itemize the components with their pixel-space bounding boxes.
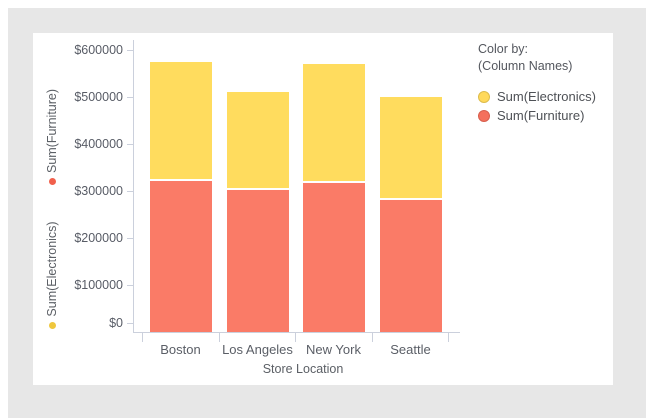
x-axis-title[interactable]: Store Location <box>262 362 344 376</box>
bar-segment-furniture[interactable] <box>227 190 289 332</box>
x-tick-mark <box>372 333 373 342</box>
legend-item-label: Sum(Electronics) <box>497 89 596 104</box>
x-tick-mark <box>142 333 143 342</box>
legend-swatch-icon <box>478 109 490 122</box>
x-tick-mark <box>295 333 296 342</box>
legend: Color by: (Column Names) Sum(Electronics… <box>478 41 608 123</box>
legend-items: Sum(Electronics) Sum(Furniture) <box>478 87 596 125</box>
legend-item-label: Sum(Furniture) <box>497 108 585 123</box>
canvas-background: Sum(Furniture) Sum(Electronics) $0 $10000… <box>8 8 646 418</box>
y-tick-mark <box>127 50 133 51</box>
bar-segment-electronics[interactable] <box>303 64 365 181</box>
bar-new-york <box>303 64 365 332</box>
y-tick-label: $0 <box>109 316 123 330</box>
bar-segment-electronics[interactable] <box>150 62 212 179</box>
bar-boston <box>150 62 212 332</box>
y-tick-label: $300000 <box>74 184 123 198</box>
legend-color-mode[interactable]: (Column Names) <box>478 59 573 73</box>
y-tick-label: $400000 <box>74 137 123 151</box>
bar-segment-electronics[interactable] <box>380 97 442 198</box>
y-tick-label: $200000 <box>74 231 123 245</box>
x-category-label: Los Angeles <box>222 342 293 357</box>
legend-swatch-icon <box>478 90 490 103</box>
y-tick-mark <box>127 285 133 286</box>
bar-seattle <box>380 97 442 332</box>
x-category-label: Boston <box>160 342 201 357</box>
bar-segment-electronics[interactable] <box>227 92 289 188</box>
x-category-label: New York <box>306 342 361 357</box>
x-axis-line <box>133 332 460 333</box>
bar-segment-furniture[interactable] <box>150 181 212 332</box>
y-tick-label: $100000 <box>74 278 123 292</box>
y-tick-mark <box>127 191 133 192</box>
legend-item[interactable]: Sum(Furniture) <box>478 106 596 125</box>
bar-segment-furniture[interactable] <box>303 183 365 332</box>
y-tick-mark <box>127 144 133 145</box>
legend-title: Color by: <box>478 42 529 56</box>
legend-item[interactable]: Sum(Electronics) <box>478 87 596 106</box>
x-tick-mark <box>219 333 220 342</box>
y-axis-line <box>133 40 134 333</box>
bar-los-angeles <box>227 92 289 332</box>
y-tick-label: $500000 <box>74 90 123 104</box>
y-tick-mark <box>127 323 133 324</box>
chart-card: Sum(Furniture) Sum(Electronics) $0 $10000… <box>33 33 613 385</box>
x-category-label: Seattle <box>390 342 431 357</box>
x-tick-mark <box>448 333 449 342</box>
y-tick-mark <box>127 97 133 98</box>
y-tick-mark <box>127 238 133 239</box>
bar-segment-furniture[interactable] <box>380 200 442 332</box>
y-tick-label: $600000 <box>74 43 123 57</box>
